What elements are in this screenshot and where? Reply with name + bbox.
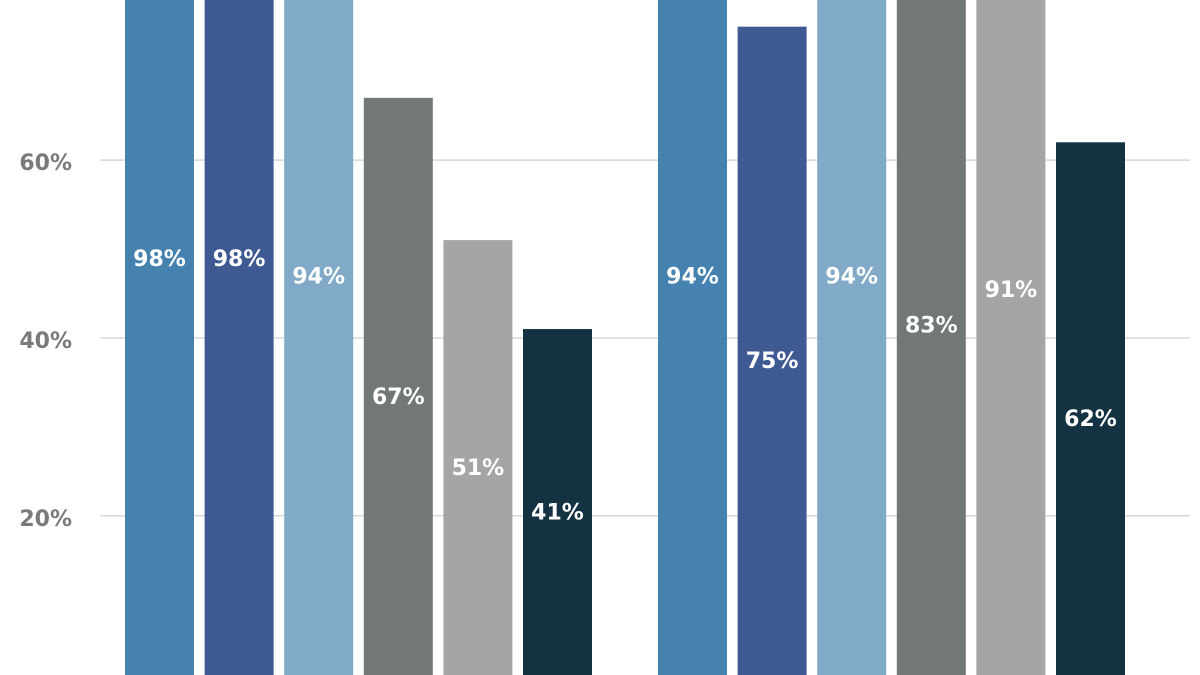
bar	[817, 0, 887, 675]
value-label: 67%	[372, 385, 425, 410]
bar	[204, 0, 274, 675]
bar	[737, 26, 807, 675]
value-label: 75%	[746, 349, 799, 374]
bar	[125, 0, 194, 675]
bar	[363, 97, 433, 675]
y-tick-label: 40%	[19, 329, 72, 354]
bar	[976, 0, 1046, 675]
value-label: 98%	[213, 247, 266, 272]
bar	[1056, 142, 1125, 675]
bar	[658, 0, 727, 675]
bar	[523, 329, 592, 675]
bar	[443, 240, 513, 675]
y-tick-label: 60%	[19, 151, 72, 176]
value-label: 83%	[905, 314, 958, 339]
value-label: 94%	[666, 265, 719, 290]
value-label: 51%	[452, 456, 505, 481]
value-label: 98%	[133, 247, 186, 272]
value-label: 94%	[825, 265, 878, 290]
bar	[896, 0, 966, 675]
value-label: 91%	[985, 278, 1038, 303]
value-label: 62%	[1064, 407, 1117, 432]
value-label: 94%	[292, 265, 345, 290]
y-tick-label: 20%	[19, 507, 72, 532]
bar	[284, 0, 354, 675]
value-label: 41%	[531, 500, 584, 525]
